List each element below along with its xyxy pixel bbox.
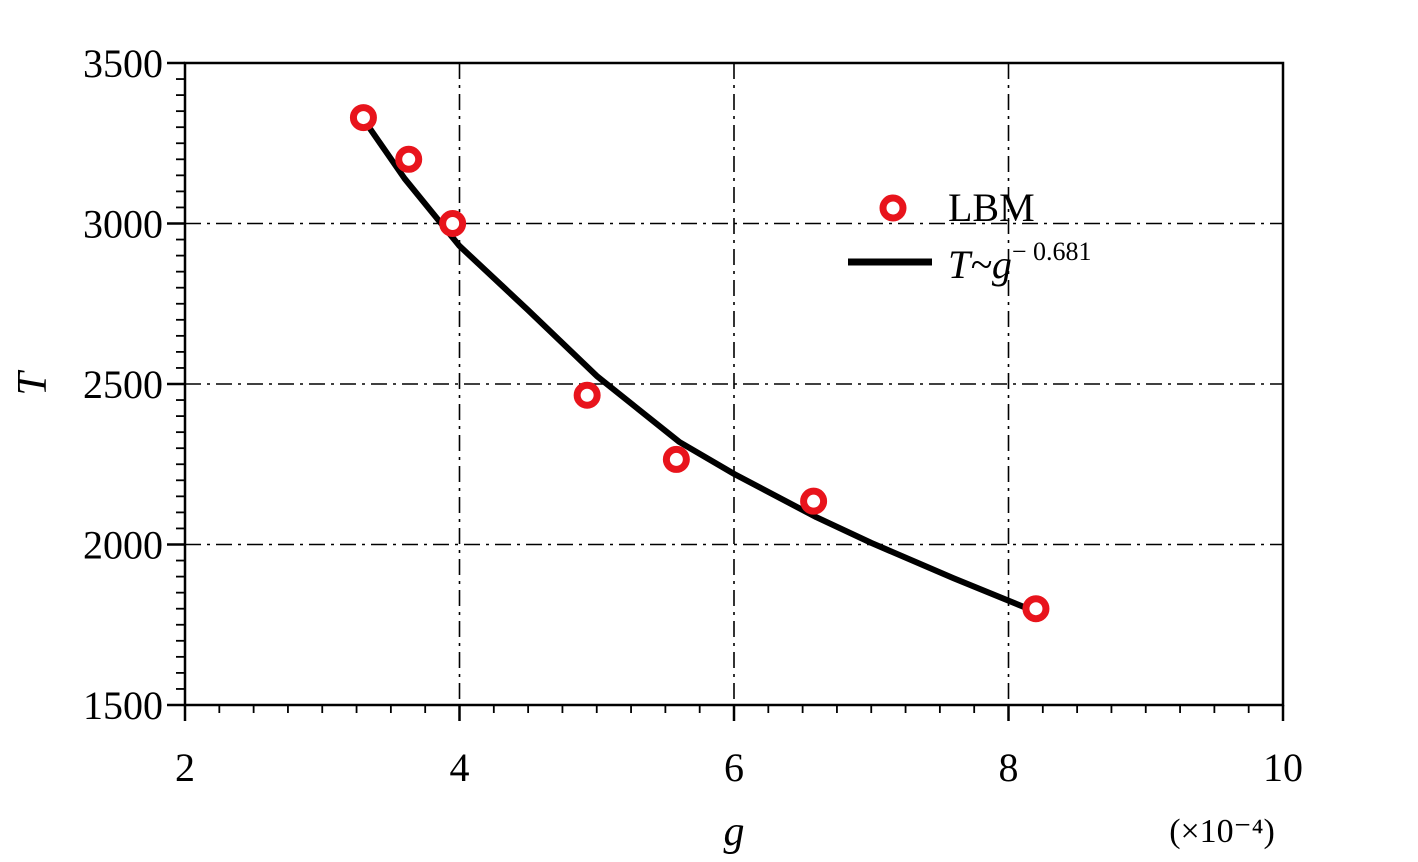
y-tick-label: 2500 (83, 362, 163, 407)
legend-fit-exponent: − 0.681 (1012, 237, 1092, 266)
line-layer (360, 117, 1038, 615)
legend-marker-lbm (879, 194, 907, 222)
grid-layer (185, 63, 1283, 705)
y-tick-label: 3000 (83, 202, 163, 247)
y-tick-label: 2000 (83, 523, 163, 568)
legend-fit-base: T~g (948, 242, 1012, 287)
y-tick-label: 3500 (83, 41, 163, 86)
x-tick-label: 8 (999, 745, 1019, 790)
x-tick-label: 6 (724, 745, 744, 790)
x-tick-label: 10 (1263, 745, 1303, 790)
series-line-fit (360, 117, 1038, 615)
x-tick-label: 2 (175, 745, 195, 790)
x-axis-scale-note: (×10⁻⁴) (1169, 813, 1275, 850)
data-point-lbm (800, 487, 828, 515)
y-tick-label: 1500 (83, 683, 163, 728)
legend-label-fit: T~g− 0.681 (948, 237, 1092, 287)
marker-layer (349, 104, 1050, 623)
legend-label-lbm: LBM (948, 185, 1035, 230)
data-point-lbm (1022, 595, 1050, 623)
tick-layer: 2 4 6 8 10 1500 2000 2500 3000 3500 (83, 41, 1303, 790)
data-point-lbm (349, 104, 377, 132)
data-point-lbm (395, 145, 423, 173)
x-tick-label: 4 (450, 745, 470, 790)
data-point-lbm (439, 210, 467, 237)
legend: LBM T~g− 0.681 (848, 185, 1092, 287)
data-point-lbm (573, 381, 601, 409)
data-point-lbm (662, 445, 690, 473)
x-axis-label: g (724, 809, 745, 855)
y-axis-label: T (10, 370, 56, 396)
